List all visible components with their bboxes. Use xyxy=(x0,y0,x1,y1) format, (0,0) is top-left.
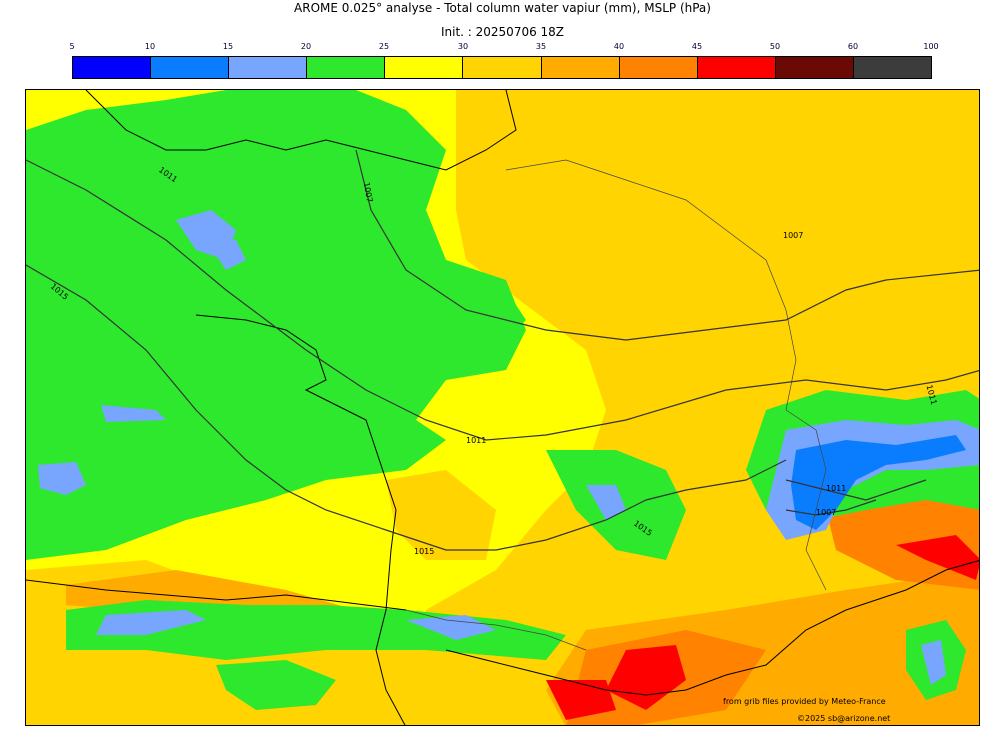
extreme-wet-patch-3 xyxy=(896,535,979,580)
colorbar-tick: 100 xyxy=(923,42,939,51)
colorbar-segment xyxy=(307,57,386,78)
very-dry-patch-south-2 xyxy=(406,615,496,640)
border-fr-be xyxy=(505,159,727,231)
isobar-label: 1007 xyxy=(362,182,374,204)
colorbar-tick: 15 xyxy=(222,42,234,51)
very-dry-patch-south xyxy=(96,610,206,635)
colorbar-tick: 60 xyxy=(847,42,859,51)
coastline-brittany xyxy=(195,314,406,725)
colorbar-tick: 40 xyxy=(613,42,625,51)
moist-patch-west-coast xyxy=(386,470,496,560)
coastlines xyxy=(26,90,979,725)
isobar-label: 1011 xyxy=(826,484,846,493)
data-source-credit: from grib files provided by Meteo-France xyxy=(723,697,886,706)
border-fr-de xyxy=(725,229,797,411)
dry-patch-southwest xyxy=(216,660,336,710)
map-canvas: 1011 1007 1015 1011 1007 1011 1015 1015 … xyxy=(26,90,979,725)
colorbar-segment xyxy=(619,57,698,78)
colorbar-segment xyxy=(853,57,932,78)
chart-title: AROME 0.025° analyse - Total column wate… xyxy=(294,1,711,15)
colorbar-segment xyxy=(463,57,542,78)
isobar-1011-north xyxy=(26,159,979,441)
border-fr-ch xyxy=(785,409,827,591)
colorbar-segment xyxy=(229,57,308,78)
colorbar-tick: 35 xyxy=(535,42,547,51)
dry-region-northwest xyxy=(26,90,526,560)
colorbar-tick: 50 xyxy=(769,42,781,51)
colorbar-tick: 45 xyxy=(691,42,703,51)
coastline-iberia xyxy=(26,579,407,611)
moist-region-east xyxy=(406,90,979,725)
isobar-1007 xyxy=(355,149,979,341)
isobar-label: 1007 xyxy=(783,231,803,240)
colorbar-segment xyxy=(775,57,854,78)
extreme-wet-patch-1 xyxy=(606,645,686,710)
colorbar-tick: 20 xyxy=(300,42,312,51)
colorbar-segment xyxy=(697,57,776,78)
coastline-italy xyxy=(875,560,979,601)
coastline-uk xyxy=(85,90,517,171)
very-dry-patch-3 xyxy=(101,405,166,422)
very-dry-patch-4 xyxy=(38,462,86,495)
isobar-1007-east xyxy=(785,499,877,516)
isobar-1011-east xyxy=(785,479,927,501)
colorbar-tick: 5 xyxy=(69,42,75,51)
very-dry-patch-southeast xyxy=(921,640,946,685)
isobar-1015-west xyxy=(26,264,787,551)
isobar-label: 1011 xyxy=(466,436,486,445)
copyright-notice: ©2025 sb@arizone.net xyxy=(797,714,891,723)
colorbar-segment xyxy=(541,57,620,78)
driest-core-east xyxy=(791,435,966,530)
colorbar xyxy=(72,56,932,79)
extreme-wet-patch-2 xyxy=(546,680,616,720)
isobar-label: 1015 xyxy=(414,547,434,556)
colorbar-tick: 10 xyxy=(144,42,156,51)
isobars xyxy=(26,149,979,551)
very-dry-patch-2 xyxy=(206,240,246,270)
coastline-mediterranean xyxy=(445,599,877,696)
isobar-label: 1007 xyxy=(816,508,836,517)
very-dry-patch-central xyxy=(586,485,626,520)
border-fr-es xyxy=(405,609,587,651)
colorbar-segment xyxy=(73,57,152,78)
dry-patch-centre xyxy=(456,290,526,350)
colorbar-segment xyxy=(151,57,230,78)
colorbar-segment xyxy=(385,57,464,78)
colorbar-tick: 30 xyxy=(457,42,469,51)
borders xyxy=(405,159,827,651)
water-vapour-map: 1011 1007 1015 1011 1007 1011 1015 1015 … xyxy=(25,89,980,726)
init-time: Init. : 20250706 18Z xyxy=(440,25,565,39)
colorbar-tick: 25 xyxy=(378,42,390,51)
